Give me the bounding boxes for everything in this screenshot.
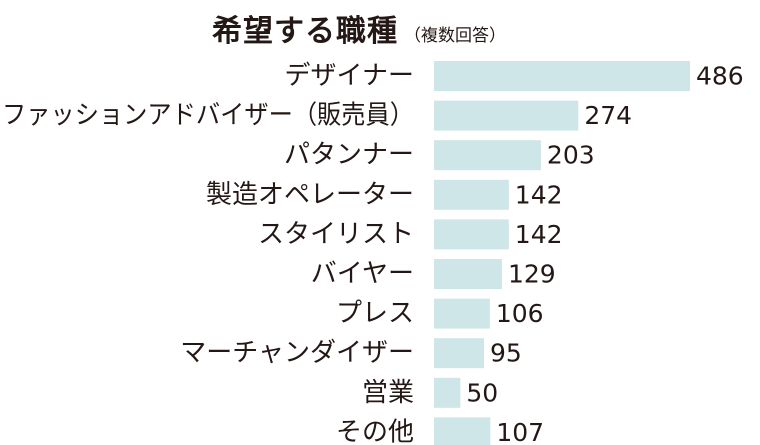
category-label: スタイリスト <box>258 219 414 249</box>
bar <box>434 61 690 91</box>
category-label: その他 <box>336 417 414 445</box>
value-label: 486 <box>696 62 744 91</box>
bar <box>434 417 491 445</box>
bar <box>434 140 541 171</box>
bar <box>434 377 461 408</box>
chart-subtitle: （複数回答） <box>404 26 506 46</box>
category-label: 製造オペレーター <box>206 180 414 210</box>
value-label: 274 <box>584 101 632 130</box>
value-label: 95 <box>490 339 522 368</box>
value-label: 142 <box>515 180 563 209</box>
bar <box>434 179 509 210</box>
category-label: マーチャンダイザー <box>180 338 414 368</box>
bar <box>434 259 502 289</box>
value-label: 142 <box>515 220 563 249</box>
bar <box>434 298 490 329</box>
bars-layer: デザイナー 486 ファッションアドバイザー（販売員） 274 パタンナー 203 製造オペ… <box>2 61 744 445</box>
bar <box>434 338 485 369</box>
bar <box>434 219 509 250</box>
value-label: 107 <box>496 418 544 445</box>
category-label: 営業 <box>362 378 414 408</box>
category-label: バイヤー <box>311 259 414 289</box>
bar <box>434 100 579 131</box>
category-label: デザイナー <box>285 61 414 91</box>
value-label: 129 <box>508 260 556 289</box>
category-label: パタンナー <box>284 140 414 170</box>
value-label: 106 <box>496 299 544 328</box>
value-label: 203 <box>547 141 595 170</box>
value-label: 50 <box>466 378 498 407</box>
chart-title: 希望する職種 <box>212 14 398 49</box>
chart-title-block: 希望する職種 （複数回答） <box>212 6 506 50</box>
category-label: ファッションアドバイザー（販売員） <box>2 101 414 131</box>
category-label: プレス <box>336 299 414 329</box>
